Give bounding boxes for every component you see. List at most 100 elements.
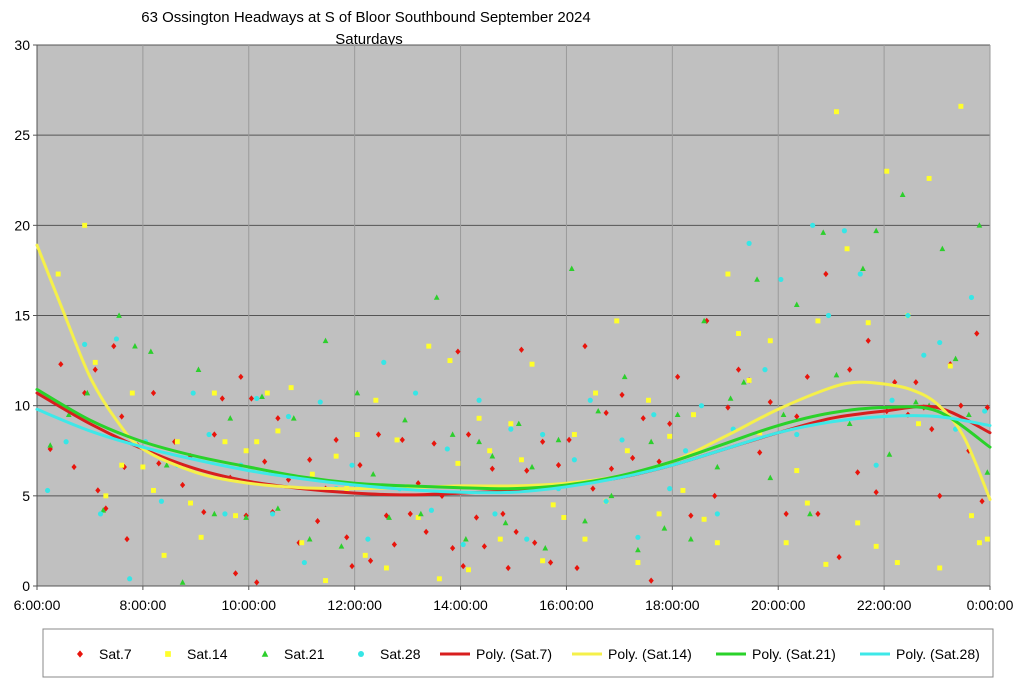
point-sat-7 bbox=[979, 498, 985, 505]
point-sat-28 bbox=[905, 312, 911, 319]
point-sat-7 bbox=[383, 512, 390, 519]
legend-marker-sat-21 bbox=[261, 650, 269, 657]
point-sat-7 bbox=[847, 366, 853, 373]
point-sat-21 bbox=[195, 366, 202, 372]
point-sat-14 bbox=[582, 536, 588, 542]
y-tick-label: 25 bbox=[14, 127, 30, 143]
point-sat-14 bbox=[561, 515, 567, 520]
point-sat-21 bbox=[621, 373, 628, 380]
point-sat-28 bbox=[381, 359, 387, 365]
point-sat-14 bbox=[92, 359, 98, 365]
point-sat-7 bbox=[439, 492, 445, 499]
point-sat-7 bbox=[307, 456, 313, 463]
point-sat-14 bbox=[815, 318, 821, 324]
point-sat-14 bbox=[873, 543, 879, 549]
point-sat-14 bbox=[415, 515, 421, 520]
trendline-poly-sat-14 bbox=[35, 243, 992, 501]
point-sat-14 bbox=[865, 320, 871, 326]
point-sat-21 bbox=[886, 451, 893, 457]
point-sat-7 bbox=[794, 413, 800, 420]
point-sat-14 bbox=[667, 433, 673, 439]
point-sat-7 bbox=[455, 348, 461, 355]
point-sat-7 bbox=[407, 510, 413, 517]
point-sat-21 bbox=[211, 510, 218, 517]
point-sat-21 bbox=[648, 438, 655, 445]
point-sat-7 bbox=[675, 373, 681, 380]
point-sat-14 bbox=[151, 487, 156, 493]
point-sat-7 bbox=[958, 402, 964, 409]
point-sat-7 bbox=[574, 564, 580, 572]
point-sat-14 bbox=[275, 428, 281, 434]
point-sat-14 bbox=[161, 552, 167, 558]
point-sat-14 bbox=[174, 439, 180, 445]
point-sat-7 bbox=[648, 577, 654, 584]
x-tick-label: 8:00:00 bbox=[120, 597, 167, 613]
point-sat-14 bbox=[487, 448, 493, 454]
legend-label-sat-21: Sat.21 bbox=[284, 646, 325, 662]
point-sat-28 bbox=[857, 271, 863, 277]
point-sat-21 bbox=[635, 546, 641, 553]
point-sat-14 bbox=[333, 453, 339, 459]
point-sat-21 bbox=[595, 407, 602, 414]
point-sat-7 bbox=[92, 366, 98, 373]
point-sat-28 bbox=[222, 511, 228, 517]
point-sat-14 bbox=[736, 331, 741, 337]
point-sat-28 bbox=[937, 339, 943, 346]
point-sat-28 bbox=[44, 487, 51, 494]
point-sat-14 bbox=[884, 168, 890, 174]
point-sat-14 bbox=[947, 363, 953, 369]
point-sat-7 bbox=[431, 440, 437, 447]
legend: Sat.7 Sat.14 Sat.21 Sat.28 Poly. (Sat.7) Poly… bbox=[77, 646, 980, 662]
point-sat-14 bbox=[844, 246, 850, 252]
point-sat-21 bbox=[370, 471, 377, 477]
point-sat-7 bbox=[590, 485, 596, 492]
point-sat-21 bbox=[243, 514, 249, 520]
point-sat-21 bbox=[820, 229, 827, 235]
point-sat-7 bbox=[119, 413, 125, 420]
point-sat-7 bbox=[929, 425, 935, 433]
point-sat-21 bbox=[476, 438, 482, 445]
point-sat-28 bbox=[476, 397, 482, 403]
point-sat-14 bbox=[635, 560, 641, 566]
point-sat-28 bbox=[968, 294, 975, 301]
point-sat-7 bbox=[285, 476, 292, 483]
point-sat-7 bbox=[524, 467, 530, 474]
point-sat-21 bbox=[275, 505, 281, 511]
point-sat-21 bbox=[582, 517, 588, 524]
point-sat-14 bbox=[529, 361, 535, 367]
point-sat-21 bbox=[462, 535, 469, 542]
point-sat-21 bbox=[100, 507, 107, 513]
point-sat-28 bbox=[460, 541, 466, 548]
point-sat-14 bbox=[455, 460, 461, 466]
point-sat-14 bbox=[680, 487, 686, 493]
point-sat-7 bbox=[855, 469, 861, 476]
point-sat-7 bbox=[767, 398, 773, 406]
y-tick-label: 10 bbox=[14, 398, 30, 414]
point-sat-21 bbox=[433, 294, 440, 300]
point-sat-14 bbox=[783, 540, 789, 546]
point-sat-21 bbox=[873, 227, 880, 234]
point-sat-28 bbox=[746, 240, 752, 246]
x-tick-label: 22:00:00 bbox=[857, 597, 912, 613]
point-sat-14 bbox=[968, 513, 974, 519]
point-sat-14 bbox=[222, 439, 228, 445]
point-sat-7 bbox=[505, 564, 511, 572]
point-sat-7 bbox=[201, 508, 207, 516]
point-sat-7 bbox=[815, 510, 821, 517]
point-sat-7 bbox=[238, 373, 244, 380]
point-sat-7 bbox=[630, 454, 636, 462]
point-sat-14 bbox=[466, 567, 471, 573]
point-sat-28 bbox=[921, 352, 927, 358]
point-sat-14 bbox=[288, 385, 294, 391]
point-sat-21 bbox=[259, 393, 265, 399]
point-sat-28 bbox=[841, 228, 848, 234]
point-sat-7 bbox=[489, 465, 495, 472]
point-sat-7 bbox=[688, 512, 694, 519]
point-sat-28 bbox=[794, 431, 800, 438]
point-sat-28 bbox=[270, 511, 276, 517]
point-sat-7 bbox=[344, 534, 350, 541]
point-sat-14 bbox=[916, 421, 921, 427]
point-sat-7 bbox=[391, 541, 397, 548]
point-sat-14 bbox=[976, 540, 982, 546]
point-sat-7 bbox=[460, 563, 466, 570]
